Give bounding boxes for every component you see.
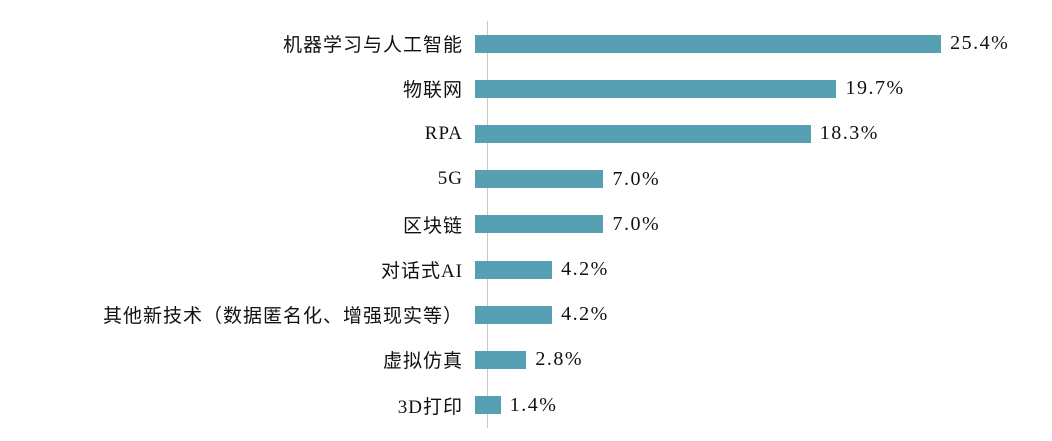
category-label: 物联网 bbox=[402, 80, 463, 102]
bar-row: 其他新技术（数据匿名化、增强现实等） 4.2% bbox=[0, 292, 1052, 337]
value-label: 18.3% bbox=[819, 122, 879, 145]
bar bbox=[475, 396, 501, 415]
bar-row: 机器学习与人工智能 25.4% bbox=[0, 21, 1052, 66]
category-label: 区块链 bbox=[402, 215, 463, 237]
bar-row: 3D打印 1.4% bbox=[0, 383, 1052, 428]
value-label: 4.2% bbox=[561, 303, 609, 326]
bar-area: 25.4% bbox=[475, 21, 1052, 66]
bar bbox=[475, 79, 837, 98]
value-label: 1.4% bbox=[509, 393, 558, 416]
bar-area: 4.2% bbox=[475, 292, 1052, 337]
bar bbox=[475, 260, 553, 279]
value-label: 4.2% bbox=[561, 258, 609, 281]
bar-area: 1.4% bbox=[475, 383, 1052, 428]
bar bbox=[475, 215, 604, 234]
bar-area: 19.7% bbox=[475, 66, 1052, 111]
value-label: 7.0% bbox=[612, 167, 661, 190]
bar-row: 物联网 19.7% bbox=[0, 66, 1052, 111]
category-label: 5G bbox=[437, 168, 463, 190]
bar-row: 5G 7.0% bbox=[0, 157, 1052, 202]
category-label: 机器学习与人工智能 bbox=[282, 35, 463, 57]
bar-area: 7.0% bbox=[475, 202, 1052, 247]
bar-row: 对话式AI 4.2% bbox=[0, 247, 1052, 292]
category-label: 对话式AI bbox=[380, 261, 463, 283]
bar-row: RPA 18.3% bbox=[0, 111, 1052, 156]
bar bbox=[475, 34, 942, 53]
bar bbox=[475, 170, 604, 189]
bar-area: 18.3% bbox=[475, 111, 1052, 156]
bar-row: 区块链 7.0% bbox=[0, 202, 1052, 247]
bar-area: 7.0% bbox=[475, 157, 1052, 202]
value-label: 2.8% bbox=[535, 348, 584, 371]
category-label: 其他新技术（数据匿名化、增强现实等） bbox=[102, 306, 463, 328]
value-label: 25.4% bbox=[950, 32, 1010, 55]
bar bbox=[475, 305, 553, 324]
value-label: 7.0% bbox=[612, 212, 661, 235]
value-label: 19.7% bbox=[845, 77, 905, 100]
category-label: RPA bbox=[424, 122, 463, 144]
category-label: 虚拟仿真 bbox=[382, 351, 463, 373]
bar-area: 2.8% bbox=[475, 337, 1052, 382]
bar bbox=[475, 124, 811, 143]
bar-row: 虚拟仿真 2.8% bbox=[0, 337, 1052, 382]
bar bbox=[475, 350, 527, 369]
bar-chart-rows: 机器学习与人工智能 25.4% 物联网 19.7% RPA 18.3% 5G 7… bbox=[0, 21, 1052, 428]
category-label: 3D打印 bbox=[397, 396, 463, 418]
bar-area: 4.2% bbox=[475, 247, 1052, 292]
